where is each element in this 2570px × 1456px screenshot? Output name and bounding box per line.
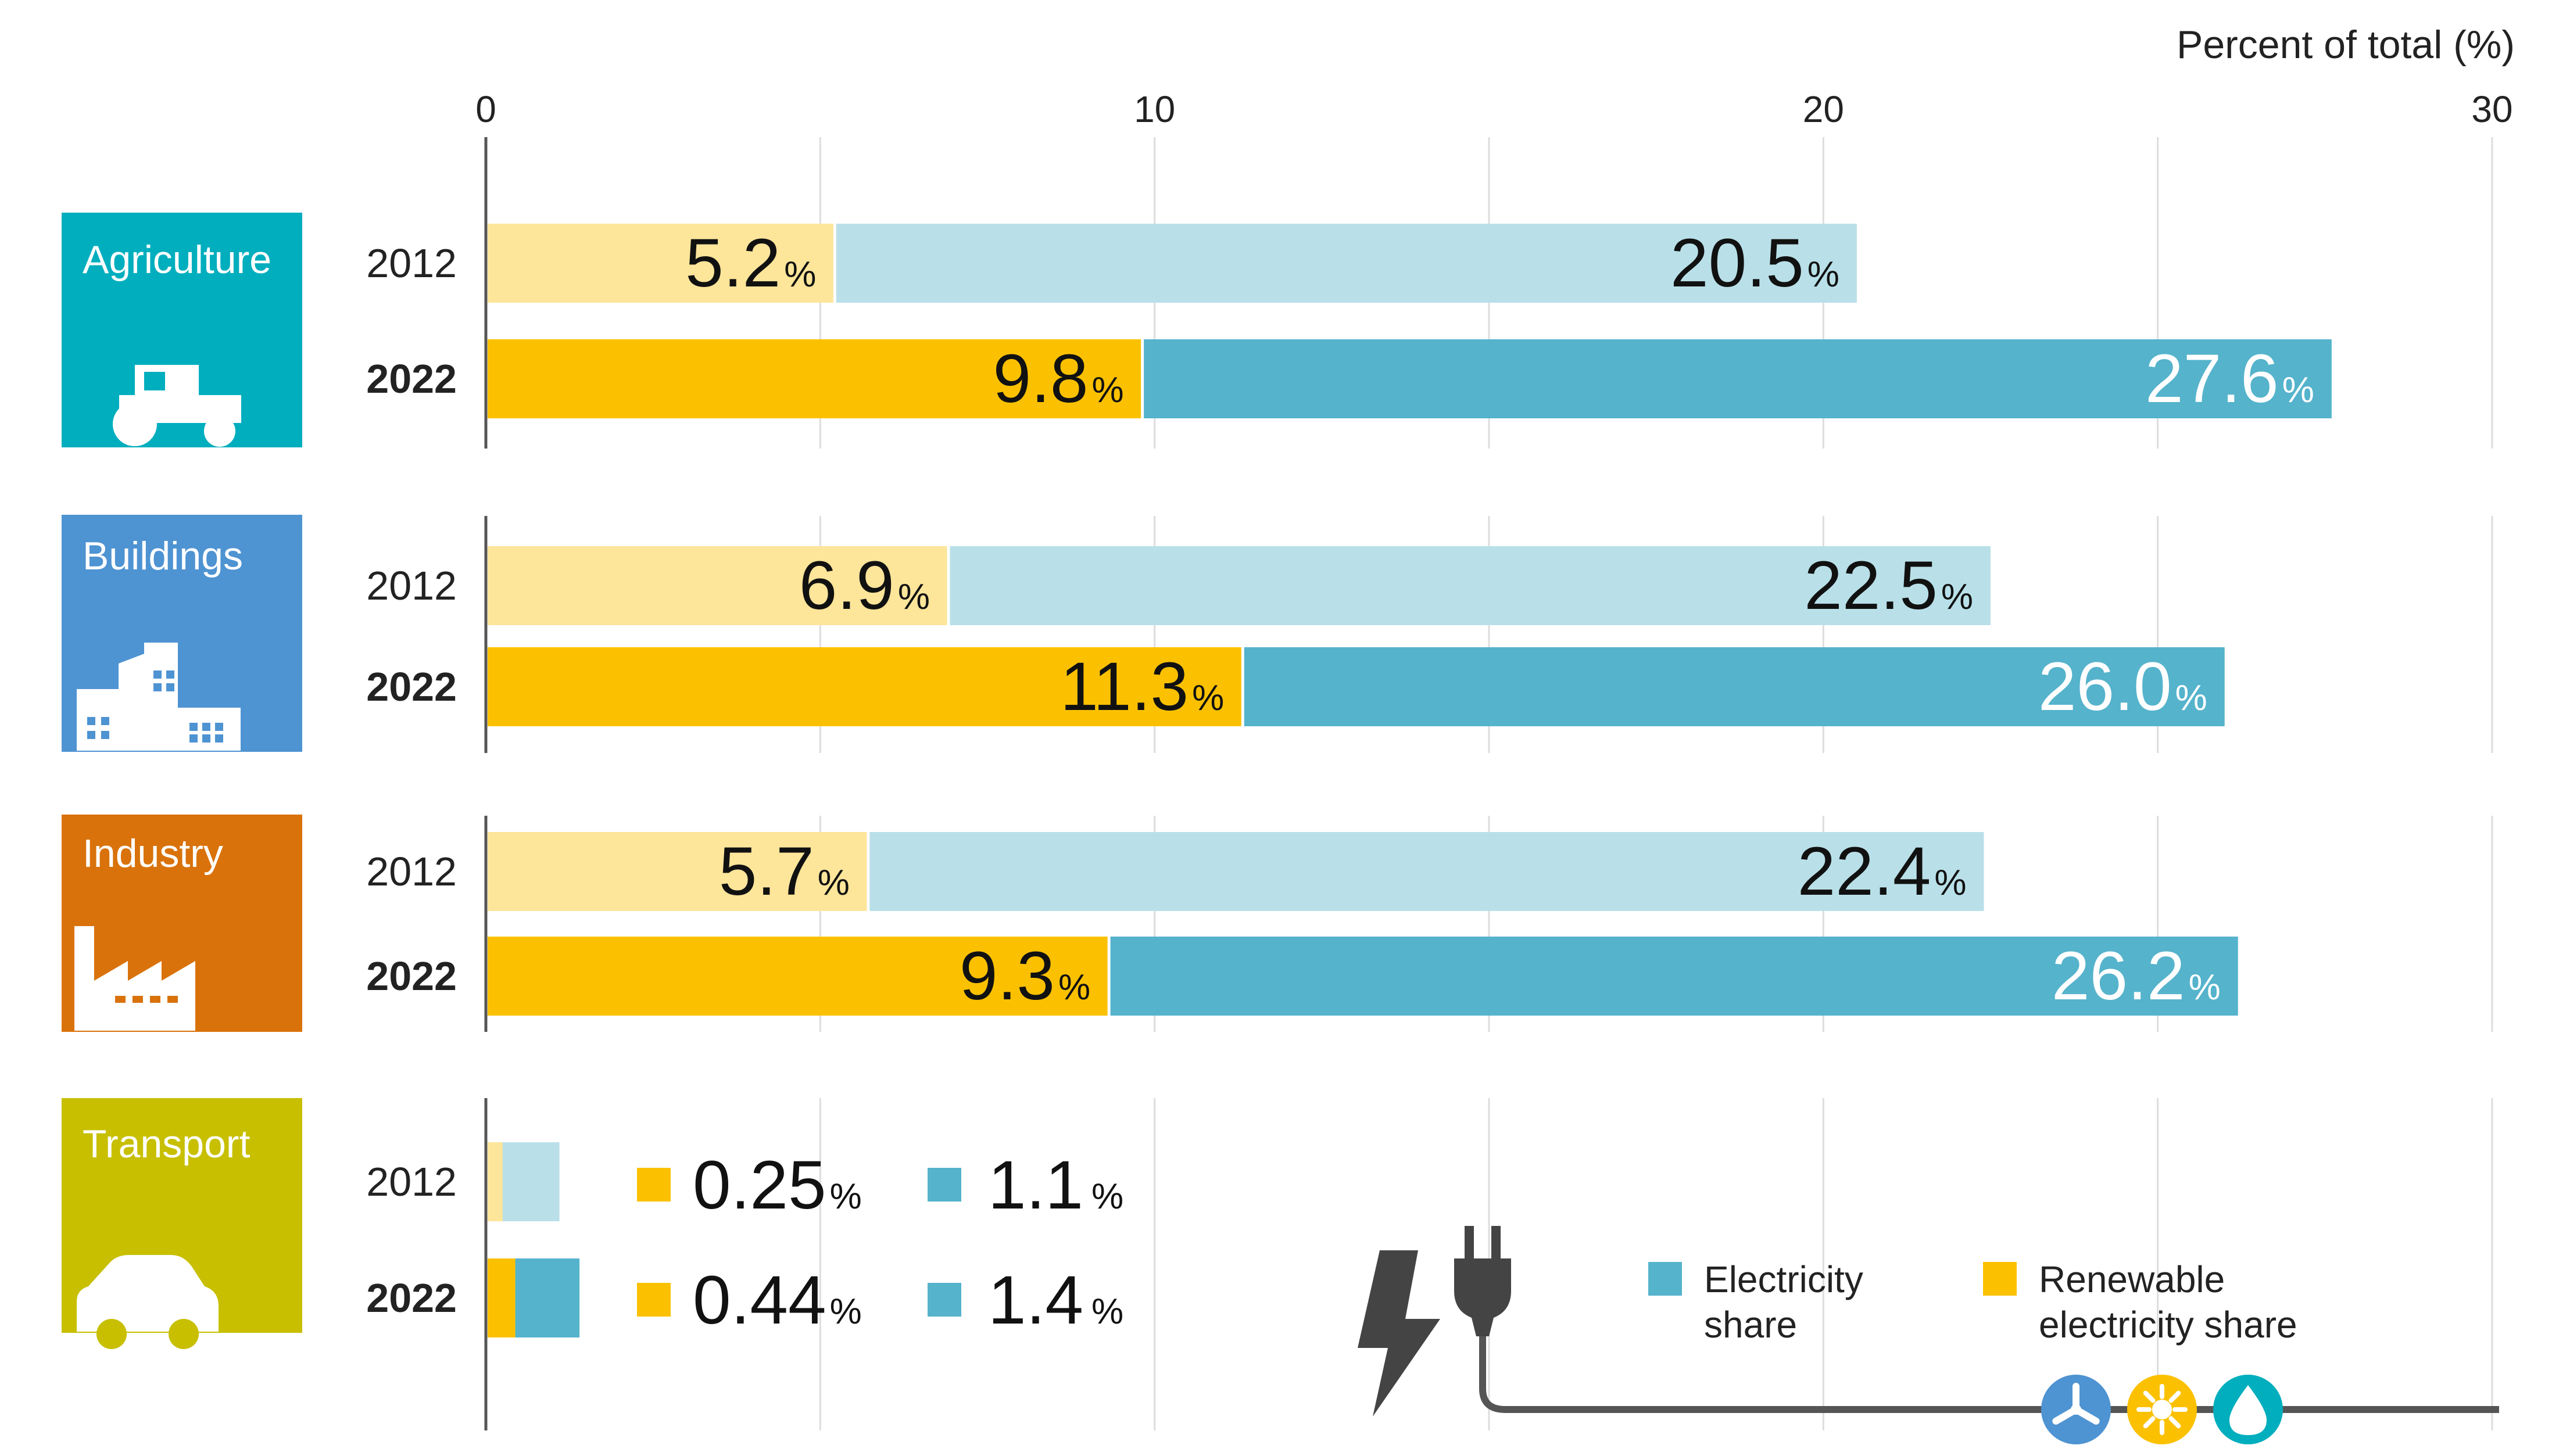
year-label: 2012 [366, 1159, 457, 1204]
sector-label: Buildings [83, 534, 243, 578]
sector-layer: Agriculture Buildings Industry Transport [62, 213, 302, 1349]
renewable-bar [488, 832, 867, 911]
grid-layer [484, 137, 2493, 1430]
renewable-bar [488, 1258, 516, 1337]
wind-turbine-icon [2041, 1375, 2111, 1444]
electricity-value-label: 1.4% [988, 1262, 1123, 1339]
electricity-swatch [928, 1283, 961, 1317]
renewable-bar [488, 937, 1108, 1016]
bar-row-industry-2022: 2022 9.3% 26.2% [366, 937, 2238, 1016]
year-label: 2022 [366, 953, 457, 999]
electricity-value-label: 26.2% [2052, 938, 2221, 1014]
electricity-value-label: 20.5% [1670, 225, 1839, 302]
renewable-value-label: 0.25% [693, 1147, 862, 1224]
year-label: 2012 [366, 241, 457, 286]
legend-text-line2: electricity share [2039, 1304, 2297, 1346]
sector-label: Transport [83, 1122, 250, 1166]
renewable-value-label: 0.44% [693, 1262, 862, 1339]
renewable-value-label: 9.8% [993, 340, 1123, 417]
sector-label: Agriculture [83, 238, 271, 282]
x-tick-label-30: 30 [2471, 88, 2512, 130]
sector-buildings: Buildings [62, 515, 302, 752]
sun-icon [2127, 1375, 2197, 1444]
legend-text-line1: Electricity [1704, 1258, 1863, 1300]
renewable-value-label: 6.9% [799, 547, 930, 624]
legend-text-line2: share [1704, 1304, 1797, 1346]
bar-row-agriculture-2012: 2012 5.2% 20.5% [366, 224, 1857, 303]
lightning-icon [1358, 1250, 1440, 1416]
cable-line [1479, 1336, 2499, 1413]
renewable-value-label: 11.3% [1060, 648, 1224, 725]
year-label: 2022 [366, 1275, 457, 1321]
bar-row-transport-2012: 2012 0.25% 1.1% [366, 1142, 1123, 1224]
car-icon [77, 1255, 219, 1349]
electricity-value-label: 22.4% [1798, 833, 1967, 910]
electricity-swatch [928, 1168, 961, 1202]
electricity-value-label: 27.6% [2145, 340, 2314, 417]
bar-row-agriculture-2022: 2022 9.8% 27.6% [366, 339, 2332, 418]
sector-label: Industry [83, 831, 223, 876]
x-tick-label-20: 20 [1803, 88, 1844, 130]
buildings-icon [77, 643, 241, 751]
x-tick-label-10: 10 [1134, 88, 1175, 130]
tractor-icon [113, 365, 241, 447]
water-drop-icon [2213, 1375, 2283, 1444]
legend-text-line1: Renewable [2039, 1258, 2225, 1300]
bar-row-industry-2012: 2012 5.7% 22.4% [366, 832, 1984, 911]
year-label: 2012 [366, 563, 457, 608]
renewable-swatch [637, 1283, 671, 1317]
renewable-bar [488, 339, 1141, 418]
bar-layer: 2012 5.2% 20.5%2022 9.8% 27.6%2012 6.9% 22.5%2… [366, 224, 2332, 1339]
electricity-value-label: 26.0% [2038, 648, 2207, 725]
legend-swatch [1983, 1262, 2017, 1296]
year-label: 2012 [366, 849, 457, 894]
renewable-bar [488, 1142, 503, 1221]
sector-industry: Industry [62, 815, 302, 1032]
electricity-value-label: 1.1% [988, 1147, 1123, 1224]
renewable-value-label: 9.3% [960, 938, 1090, 1014]
year-label: 2022 [366, 664, 457, 709]
factory-icon [74, 926, 195, 1031]
bar-row-buildings-2022: 2022 11.3% 26.0% [366, 647, 2225, 726]
renewable-bar [488, 224, 834, 303]
year-label: 2022 [366, 356, 457, 401]
bar-row-buildings-2012: 2012 6.9% 22.5% [366, 546, 1991, 625]
renewable-value-label: 5.7% [719, 833, 850, 910]
renewable-bar [488, 647, 1242, 726]
renewable-value-label: 5.2% [685, 225, 816, 302]
renewable-swatch [637, 1168, 671, 1202]
legend-swatch [1648, 1262, 1682, 1296]
bar-row-transport-2022: 2022 0.44% 1.4% [366, 1258, 1123, 1339]
plug-icon [1454, 1226, 1511, 1336]
axis-layer: Percent of total (%) 0 10 20 30 [475, 23, 2515, 130]
sector-transport: Transport [62, 1098, 302, 1349]
x-tick-label-0: 0 [475, 88, 496, 130]
x-axis-label: Percent of total (%) [2177, 23, 2515, 67]
renewable-bar [488, 546, 947, 625]
electricity-value-label: 22.5% [1804, 547, 1973, 624]
sector-agriculture: Agriculture [62, 213, 302, 447]
